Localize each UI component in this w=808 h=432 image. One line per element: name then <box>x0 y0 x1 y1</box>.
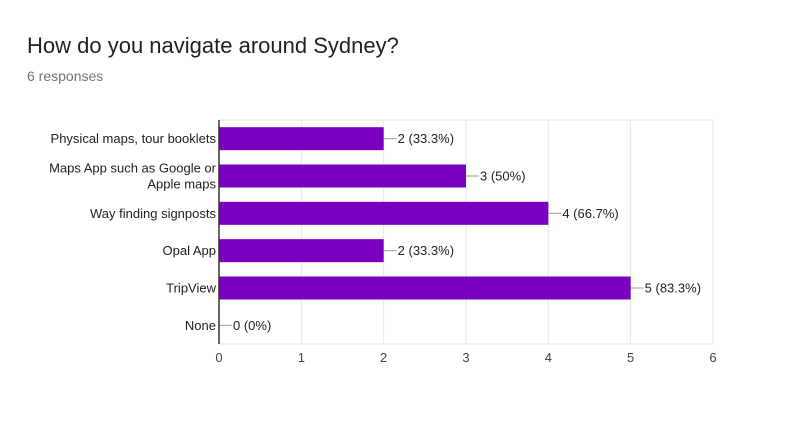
category-label: Physical maps, tour booklets <box>51 131 217 146</box>
value-label: 2 (33.3%) <box>398 131 454 146</box>
chart-title: How do you navigate around Sydney? <box>27 33 399 58</box>
x-tick-label: 1 <box>298 350 305 365</box>
category-label: Maps App such as Google or <box>49 161 217 176</box>
value-label: 3 (50%) <box>480 169 526 184</box>
x-tick-label: 0 <box>215 350 222 365</box>
value-label: 0 (0%) <box>233 318 271 333</box>
bar <box>219 276 631 300</box>
category-label: TripView <box>166 281 216 296</box>
value-label: 5 (83.3%) <box>645 281 701 296</box>
bar <box>219 127 384 151</box>
bar <box>219 164 466 188</box>
x-tick-label: 2 <box>380 350 387 365</box>
category-label: Way finding signposts <box>90 206 216 221</box>
x-tick-label: 3 <box>462 350 469 365</box>
x-tick-label: 5 <box>627 350 634 365</box>
x-tick-label: 4 <box>545 350 552 365</box>
category-label: Opal App <box>163 243 217 258</box>
value-label: 2 (33.3%) <box>398 243 454 258</box>
category-label: Apple maps <box>147 177 216 192</box>
bar <box>219 201 549 225</box>
category-label: None <box>185 318 216 333</box>
value-label: 4 (66.7%) <box>562 206 618 221</box>
x-tick-label: 6 <box>709 350 716 365</box>
bar <box>219 239 384 263</box>
response-count: 6 responses <box>27 68 104 84</box>
